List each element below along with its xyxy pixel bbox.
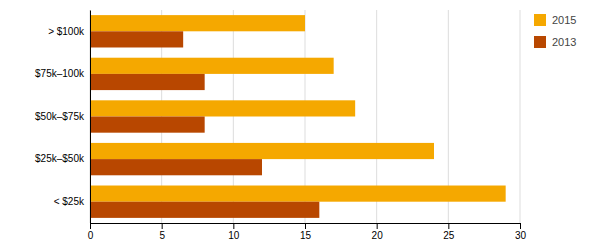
bar — [90, 100, 355, 116]
x-tick: 10 — [228, 223, 240, 241]
legend-item: 2013 — [534, 36, 576, 48]
bar — [90, 159, 262, 175]
bar — [90, 58, 334, 74]
bar — [90, 117, 205, 133]
y-tick-label: < $25k — [54, 196, 85, 207]
x-tick-mark — [162, 223, 163, 229]
bar — [90, 202, 319, 218]
x-tick: 5 — [159, 223, 165, 241]
x-tick-label: 15 — [300, 230, 312, 241]
x-tick: 30 — [515, 223, 527, 241]
chart-container: 0 5 10 15 20 25 30 < $25k $25k–$50k $50k–$75k $75k… — [0, 0, 600, 249]
legend-item: 2015 — [534, 14, 576, 26]
legend-label: 2013 — [552, 36, 576, 48]
x-axis: 0 5 10 15 20 25 30 — [88, 223, 527, 241]
legend-swatch — [534, 14, 546, 26]
bar — [90, 143, 434, 159]
x-tick-label: 20 — [372, 230, 384, 241]
legend: 2015 2013 — [534, 14, 576, 48]
x-tick-label: 5 — [159, 230, 165, 241]
y-tick: > $100k — [48, 26, 85, 37]
x-tick: 25 — [443, 223, 455, 241]
legend-swatch — [534, 36, 546, 48]
grid — [90, 10, 520, 223]
y-tick: $75k–100k — [35, 68, 85, 79]
y-tick-label: > $100k — [48, 26, 85, 37]
bar — [90, 15, 305, 31]
x-tick-mark — [305, 223, 306, 229]
x-tick: 0 — [88, 223, 94, 241]
series — [90, 31, 319, 218]
x-tick-label: 0 — [88, 230, 94, 241]
bar — [90, 186, 506, 202]
x-tick: 20 — [372, 223, 384, 241]
x-tick-label: 10 — [228, 230, 240, 241]
y-tick: $50k–$75k — [35, 111, 85, 122]
x-tick-mark — [90, 223, 91, 229]
grid-line — [90, 10, 91, 223]
x-tick-mark — [520, 223, 521, 229]
y-axis-domain — [90, 11, 91, 224]
legend-label: 2015 — [552, 14, 576, 26]
x-tick-mark — [448, 223, 449, 229]
y-tick-label: $50k–$75k — [35, 111, 85, 122]
x-tick: 15 — [300, 223, 312, 241]
bar — [90, 74, 205, 90]
grid-line — [520, 10, 521, 223]
y-tick: $25k–$50k — [35, 153, 85, 164]
x-tick-label: 25 — [443, 230, 455, 241]
x-axis-domain — [91, 224, 521, 230]
bars — [90, 15, 506, 218]
y-tick-label: $25k–$50k — [35, 153, 85, 164]
y-axis: < $25k $25k–$50k $50k–$75k $75k–100k > $100k — [35, 11, 90, 224]
chart-svg: 0 5 10 15 20 25 30 < $25k $25k–$50k $50k–$75k $75k… — [0, 0, 600, 249]
x-tick-mark — [233, 223, 234, 229]
x-tick-mark — [377, 223, 378, 229]
x-tick-label: 30 — [515, 230, 527, 241]
series — [90, 15, 506, 202]
y-tick: < $25k — [54, 196, 85, 207]
y-tick-label: $75k–100k — [35, 68, 85, 79]
plot: 0 5 10 15 20 25 30 < $25k $25k–$50k $50k–$75k $75k… — [35, 10, 526, 241]
bar — [90, 31, 183, 47]
